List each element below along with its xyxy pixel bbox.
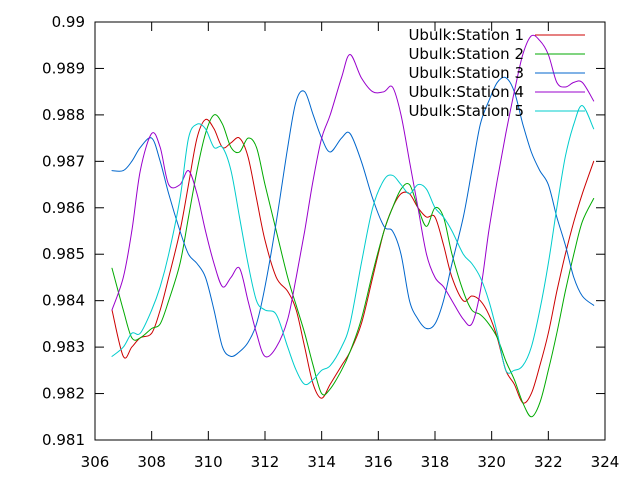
- ticks-layer: 306 308 310 312 314 316 318 320 322 324 0.981 0.982…: [42, 13, 619, 471]
- legend-label-station-2: Ubulk:Station 2: [408, 45, 524, 63]
- x-tick-label: 316: [364, 453, 393, 471]
- y-tick-label: 0.988: [42, 106, 85, 124]
- plot-frame: [94, 21, 606, 441]
- x-tick-label: 318: [421, 453, 450, 471]
- x-tick-label: 308: [137, 453, 166, 471]
- y-tick-label: 0.982: [42, 385, 85, 403]
- series-layer: [111, 34, 595, 418]
- x-tick-label: 324: [591, 453, 620, 471]
- series-line-station-3: [111, 76, 595, 358]
- x-tick-label: 312: [251, 453, 280, 471]
- legend-label-station-5: Ubulk:Station 5: [408, 102, 524, 120]
- y-tick-label: 0.986: [42, 199, 85, 217]
- series-line-station-5: [111, 105, 595, 386]
- series-line-station-1: [111, 118, 595, 404]
- series-line-station-2: [111, 114, 595, 418]
- series-line-station-4: [111, 34, 595, 358]
- x-tick-label: 310: [194, 453, 223, 471]
- y-tick-label: 0.989: [42, 59, 85, 77]
- x-tick-label: 320: [477, 453, 506, 471]
- y-tick-label: 0.985: [42, 245, 85, 263]
- y-tick-label: 0.983: [42, 338, 85, 356]
- y-tick-label: 0.987: [42, 152, 85, 170]
- y-tick-label: 0.981: [42, 431, 85, 449]
- legend-label-station-1: Ubulk:Station 1: [408, 26, 524, 44]
- x-tick-label: 314: [307, 453, 336, 471]
- y-tick-label: 0.99: [52, 13, 85, 31]
- y-tick-label: 0.984: [42, 292, 85, 310]
- x-tick-label: 322: [534, 453, 563, 471]
- x-tick-label: 306: [81, 453, 110, 471]
- legend-label-station-3: Ubulk:Station 3: [408, 64, 524, 82]
- legend-label-station-4: Ubulk:Station 4: [408, 83, 524, 101]
